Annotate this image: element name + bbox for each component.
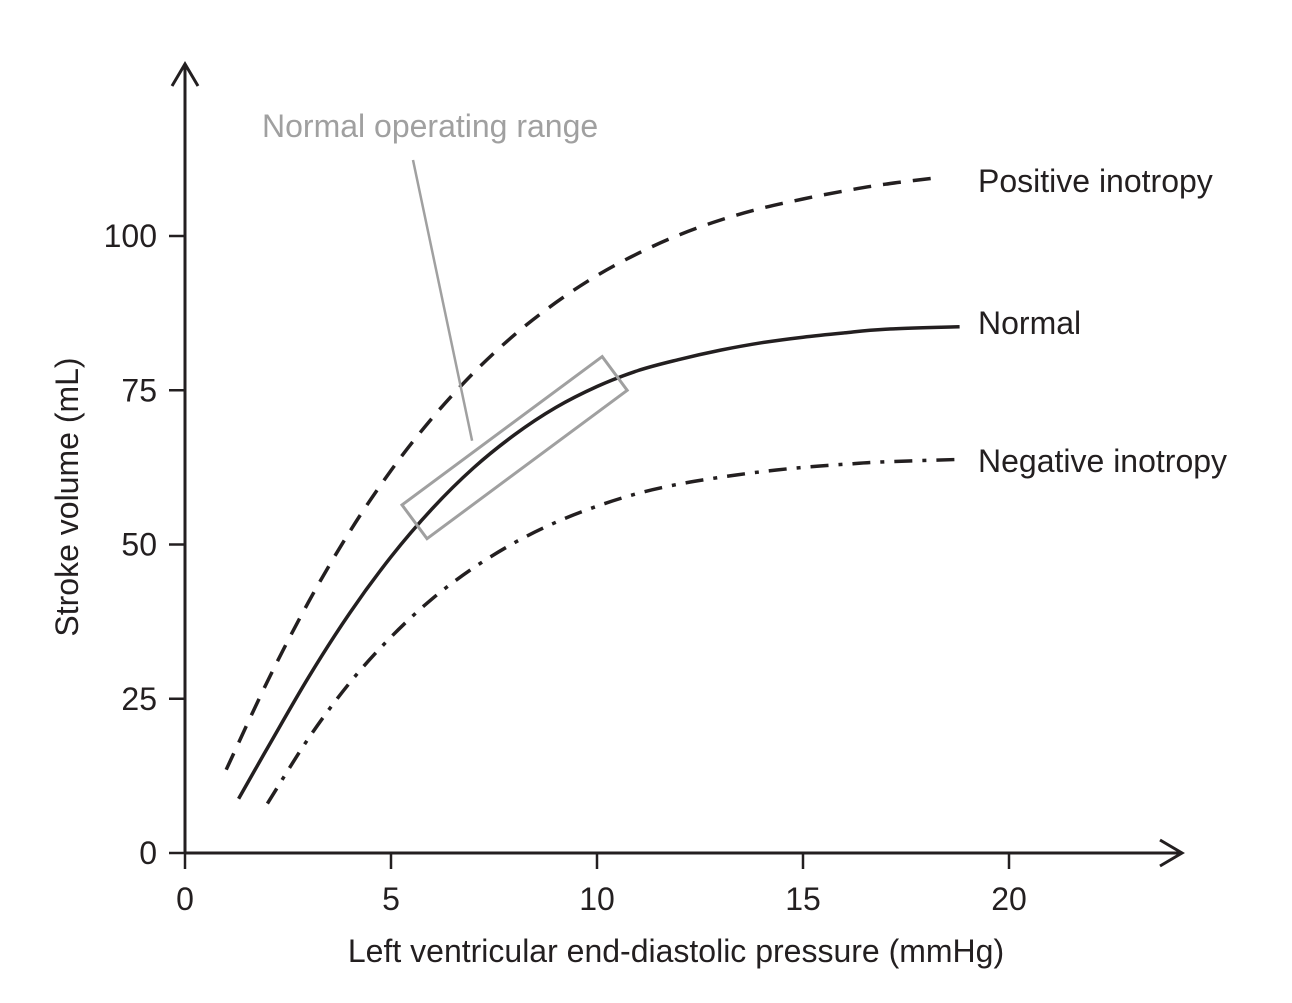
normal-operating-range-box xyxy=(399,354,630,541)
y-tick-label: 0 xyxy=(139,835,157,871)
ticks: 0 5 10 15 20 0 25 50 75 100 xyxy=(104,218,1027,917)
series-label-normal: Normal xyxy=(978,305,1081,341)
series-line-normal xyxy=(237,324,960,800)
x-tick-label: 15 xyxy=(785,881,821,917)
annotation-normal-operating-range: Normal operating range xyxy=(262,108,598,144)
x-tick-label: 0 xyxy=(176,881,194,917)
normal-operating-range-leader-line xyxy=(411,159,474,442)
x-tick-label: 20 xyxy=(991,881,1027,917)
axes xyxy=(170,61,1185,868)
y-tick-label: 100 xyxy=(104,218,157,254)
y-axis-label: Stroke volume (mL) xyxy=(49,357,85,636)
annotation-layer xyxy=(399,159,630,541)
x-axis-arrowhead xyxy=(1159,838,1185,868)
series-line-negative-inotropy xyxy=(265,457,960,805)
series-label-positive-inotropy: Positive inotropy xyxy=(978,163,1213,199)
x-tick-label: 10 xyxy=(579,881,615,917)
y-axis-arrowhead xyxy=(170,61,200,87)
y-tick-label: 50 xyxy=(121,527,157,563)
y-tick-label: 75 xyxy=(121,372,157,408)
series-label-negative-inotropy: Negative inotropy xyxy=(978,443,1227,479)
curves xyxy=(224,176,960,805)
x-tick-label: 5 xyxy=(382,881,400,917)
series-line-positive-inotropy xyxy=(224,176,936,771)
y-tick-label: 25 xyxy=(121,681,157,717)
x-axis-label: Left ventricular end-diastolic pressure … xyxy=(348,933,1004,969)
